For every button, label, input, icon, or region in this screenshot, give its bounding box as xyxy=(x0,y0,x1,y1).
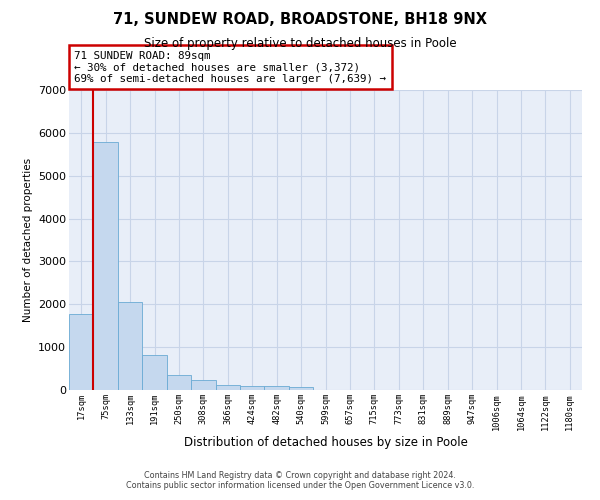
Bar xyxy=(118,302,142,390)
Bar xyxy=(240,386,265,390)
Text: 71 SUNDEW ROAD: 89sqm
← 30% of detached houses are smaller (3,372)
69% of semi-d: 71 SUNDEW ROAD: 89sqm ← 30% of detached … xyxy=(74,51,386,84)
Bar xyxy=(289,387,313,390)
Text: 71, SUNDEW ROAD, BROADSTONE, BH18 9NX: 71, SUNDEW ROAD, BROADSTONE, BH18 9NX xyxy=(113,12,487,28)
Bar xyxy=(191,380,215,390)
Y-axis label: Number of detached properties: Number of detached properties xyxy=(23,158,32,322)
Bar xyxy=(94,142,118,390)
X-axis label: Distribution of detached houses by size in Poole: Distribution of detached houses by size … xyxy=(184,436,467,450)
Text: Contains HM Land Registry data © Crown copyright and database right 2024.
Contai: Contains HM Land Registry data © Crown c… xyxy=(126,470,474,490)
Bar xyxy=(265,386,289,390)
Bar xyxy=(167,375,191,390)
Bar xyxy=(215,385,240,390)
Text: Size of property relative to detached houses in Poole: Size of property relative to detached ho… xyxy=(143,38,457,51)
Bar xyxy=(142,355,167,390)
Bar xyxy=(69,314,94,390)
